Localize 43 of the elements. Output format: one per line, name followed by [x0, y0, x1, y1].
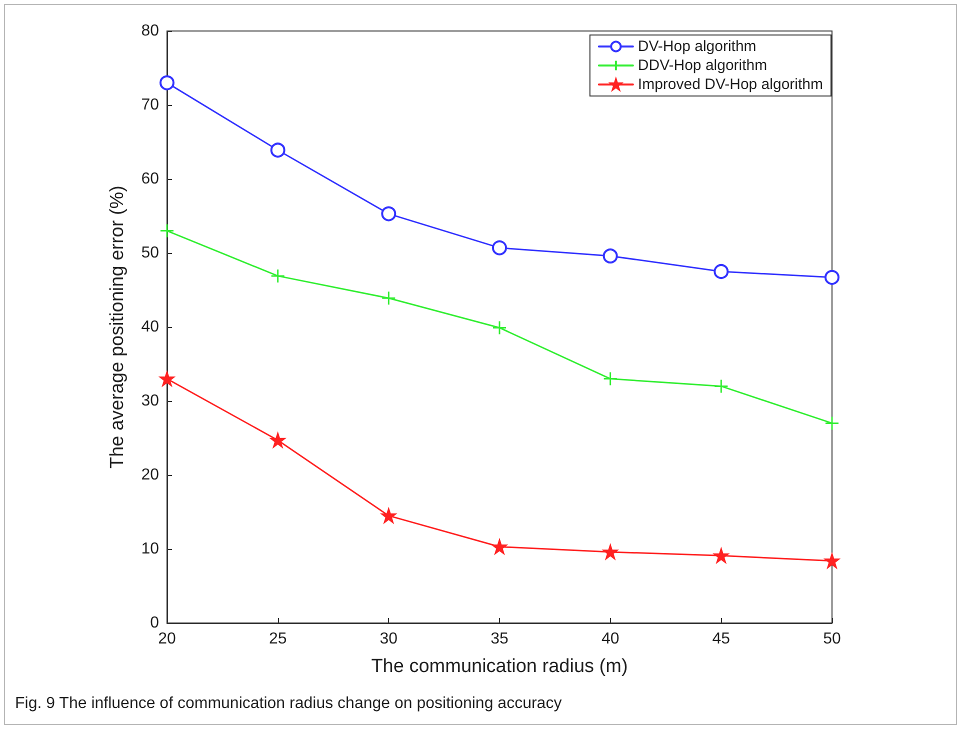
point [160, 75, 174, 90]
x-tick-label: 45 [712, 630, 730, 648]
x-axis-title: The communication radius (m) [371, 656, 628, 677]
y-tick-label: 10 [141, 540, 160, 558]
y-axis-title: The average positioning error (%) [107, 185, 128, 469]
point [714, 378, 728, 394]
point [270, 432, 286, 448]
y-tick-label: 0 [150, 614, 160, 632]
x-tick-label: 35 [490, 630, 508, 648]
point [824, 416, 840, 430]
x-tick-label: 40 [601, 630, 620, 648]
y-tick-label: 20 [141, 466, 160, 484]
point [603, 372, 618, 386]
point [492, 540, 507, 554]
point [270, 268, 286, 284]
legend-label: Improved DV-Hop algorithm [638, 76, 823, 93]
y-tick-label: 40 [141, 318, 160, 336]
x-tick-label: 20 [158, 630, 176, 648]
y-tick-label: 80 [141, 22, 160, 40]
y-tick-label: 70 [141, 96, 160, 114]
x-tick-label: 30 [380, 630, 398, 648]
y-tick-label: 30 [141, 392, 160, 410]
y-tick-label: 50 [141, 244, 160, 262]
point [492, 240, 507, 256]
point [714, 264, 729, 279]
point [160, 372, 174, 386]
point [714, 548, 728, 563]
point [160, 224, 174, 238]
y-tick-label: 60 [141, 170, 160, 188]
point [381, 206, 396, 222]
point [270, 142, 286, 158]
x-tick-label: 50 [823, 630, 841, 648]
point [602, 248, 618, 264]
point [603, 544, 618, 560]
point [381, 290, 396, 306]
point [824, 554, 840, 568]
point [381, 508, 396, 523]
point [492, 320, 507, 335]
legend-label: DDV-Hop algorithm [638, 57, 768, 74]
caption: Fig. 9 The influence of communication radius change on positioning accuracy [15, 695, 562, 713]
point [824, 270, 840, 285]
x-tick-label: 25 [268, 630, 287, 648]
legend-label: DV-Hop algorithm [638, 38, 756, 55]
